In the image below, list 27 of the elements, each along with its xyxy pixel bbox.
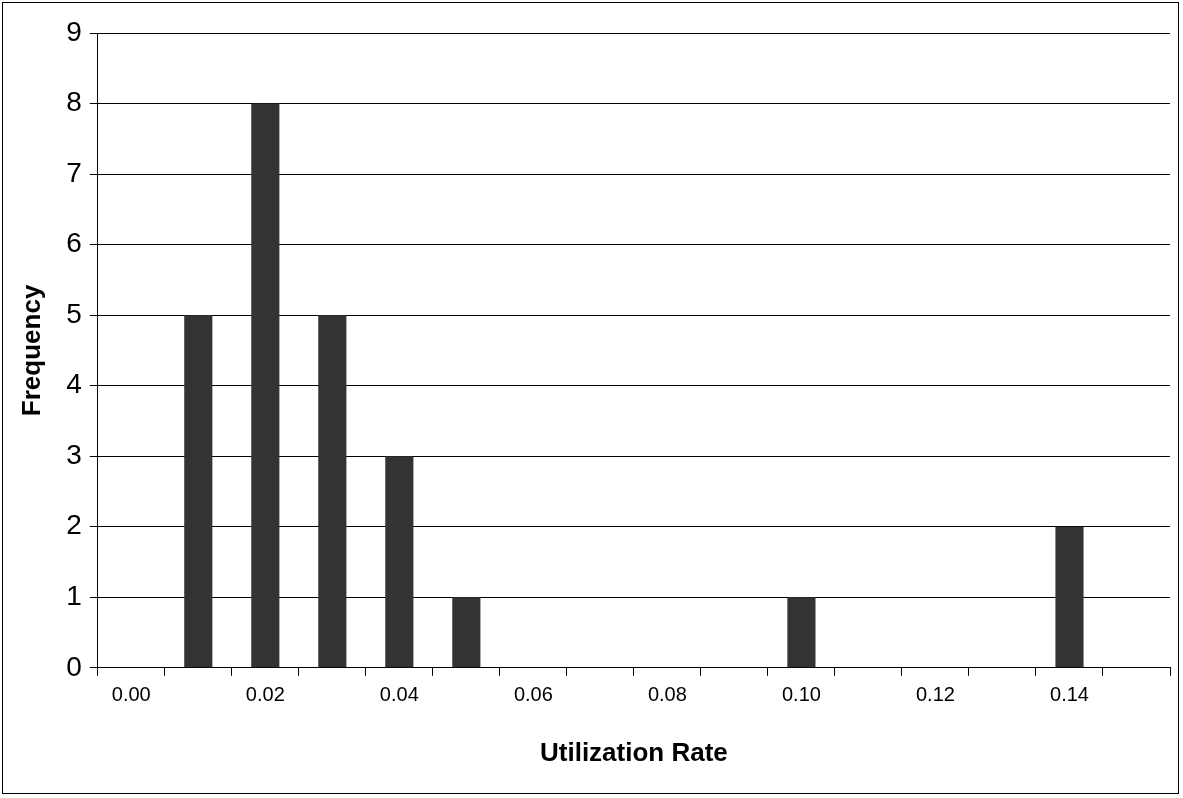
x-tick-label: 0.10 bbox=[781, 683, 821, 706]
y-tick-label: 7 bbox=[66, 156, 82, 188]
y-tick-label: 3 bbox=[66, 438, 82, 470]
bar bbox=[318, 315, 347, 668]
y-tick-label: 4 bbox=[66, 368, 82, 400]
bar bbox=[385, 456, 414, 668]
bar bbox=[1055, 526, 1084, 668]
y-tick-label: 6 bbox=[66, 227, 82, 259]
x-axis-title: Utilization Rate bbox=[539, 736, 728, 767]
x-tick-label: 0.12 bbox=[915, 683, 955, 706]
y-tick-label: 5 bbox=[66, 297, 82, 329]
y-tick-label: 1 bbox=[66, 579, 82, 611]
y-tick-label: 2 bbox=[66, 509, 82, 541]
y-axis-title: Frequency bbox=[15, 284, 46, 417]
x-tick-label: 0.00 bbox=[111, 683, 151, 706]
bar bbox=[251, 103, 280, 668]
y-tick-label: 0 bbox=[66, 650, 82, 682]
x-tick-label: 0.04 bbox=[379, 683, 419, 706]
y-tick-label: 9 bbox=[66, 15, 82, 47]
bar bbox=[184, 315, 213, 668]
x-tick-label: 0.02 bbox=[245, 683, 285, 706]
y-tick-label: 8 bbox=[66, 86, 82, 118]
x-tick-label: 0.08 bbox=[647, 683, 687, 706]
x-tick-label: 0.06 bbox=[513, 683, 553, 706]
bar bbox=[787, 597, 816, 668]
bar bbox=[452, 597, 481, 668]
x-tick-label: 0.14 bbox=[1050, 683, 1089, 706]
